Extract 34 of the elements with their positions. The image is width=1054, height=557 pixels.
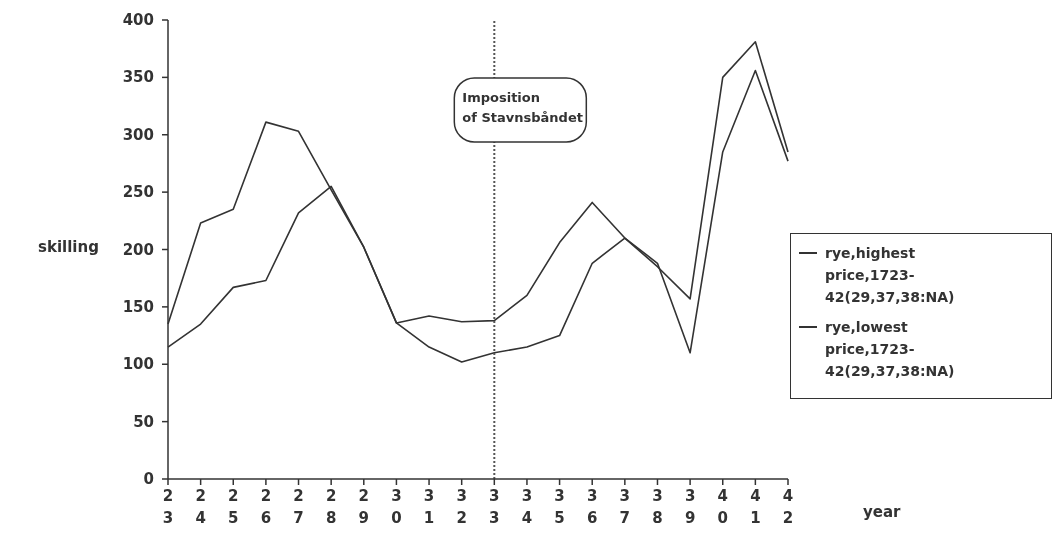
x-tick-label: 34: [521, 487, 533, 527]
x-tick-label: 28: [325, 487, 337, 527]
y-tick-label: 0: [143, 470, 154, 488]
y-tick-label: 400: [122, 11, 154, 29]
x-tick-label: 40: [717, 487, 728, 527]
legend-label: rye,highest price,1723-42(29,37,38:NA): [825, 244, 956, 307]
y-tick-label: 150: [122, 297, 154, 316]
x-tick-label: 25: [228, 487, 239, 527]
x-tick-label: 41: [750, 487, 761, 527]
legend-label: rye,lowest price,1723-42(29,37,38:NA): [825, 318, 956, 381]
y-tick-label: 350: [122, 68, 154, 87]
x-tick-label: 24: [195, 487, 206, 527]
y-tick-label: 300: [122, 125, 154, 144]
x-tick-label: 32: [456, 487, 467, 527]
x-tick-label: 37: [619, 487, 631, 527]
x-tick-label: 38: [652, 487, 663, 527]
x-tick-label: 30: [391, 487, 402, 527]
y-axis-title: skilling: [38, 238, 99, 256]
ref-line-label: Imposition of Stavnsbåndet: [462, 90, 583, 125]
y-tick-label: 100: [122, 355, 154, 374]
y-tick-label: 50: [133, 412, 154, 431]
x-tick-label: 33: [489, 487, 500, 527]
x-axis-title: year: [863, 503, 901, 521]
y-tick-label: 200: [122, 240, 154, 259]
x-tick-label: 39: [684, 487, 696, 527]
y-tick-label: 250: [122, 183, 154, 202]
x-tick-label: 36: [586, 487, 598, 527]
x-tick-label: 26: [260, 487, 272, 527]
x-tick-label: 27: [293, 487, 304, 527]
x-tick-label: 35: [554, 487, 565, 527]
x-tick-label: 23: [162, 487, 174, 527]
x-tick-label: 42: [782, 487, 794, 527]
x-tick-label: 29: [358, 487, 370, 527]
x-tick-label: 31: [423, 487, 435, 527]
